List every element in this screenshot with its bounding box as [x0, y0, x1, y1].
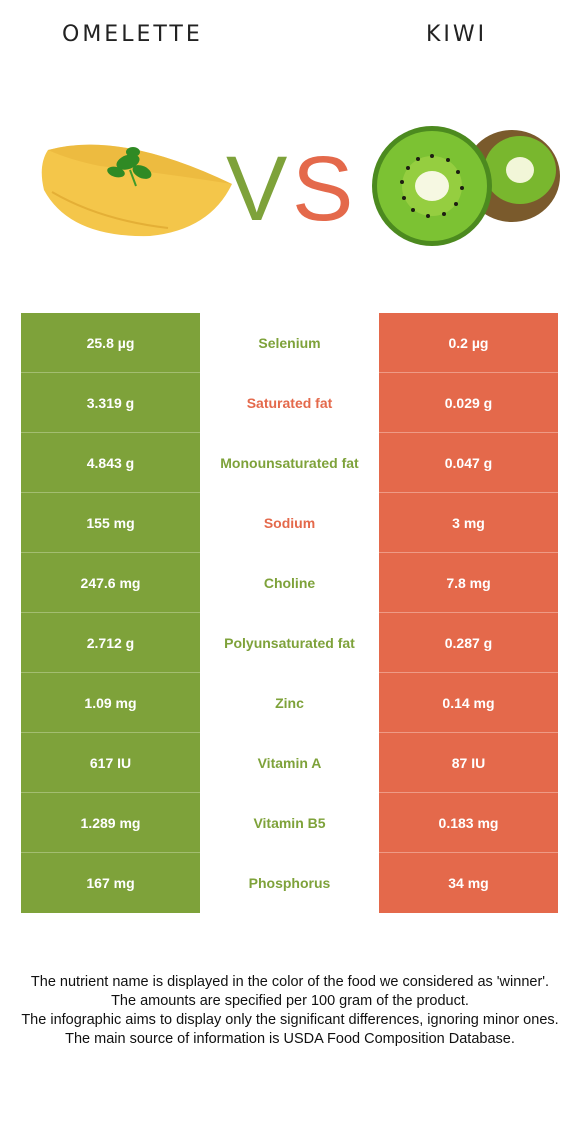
table-row: 4.843 g Monounsaturated fat 0.047 g	[21, 433, 558, 493]
left-value: 3.319 g	[21, 373, 200, 433]
left-value: 1.289 mg	[21, 793, 200, 853]
right-value: 0.14 mg	[379, 673, 558, 733]
left-value: 167 mg	[21, 853, 200, 913]
left-value: 4.843 g	[21, 433, 200, 493]
footnotes: The nutrient name is displayed in the co…	[12, 973, 568, 1049]
nutrient-name: Monounsaturated fat	[200, 433, 379, 493]
left-value: 1.09 mg	[21, 673, 200, 733]
right-value: 87 IU	[379, 733, 558, 793]
comparison-table: 25.8 µg Selenium 0.2 µg 3.319 g Saturated fa…	[21, 313, 558, 913]
table-row: 2.712 g Polyunsaturated fat 0.287 g	[21, 613, 558, 673]
right-value: 0.047 g	[379, 433, 558, 493]
table-row: 1.289 mg Vitamin B5 0.183 mg	[21, 793, 558, 853]
footnote-winner: The nutrient name is displayed in the co…	[30, 974, 550, 990]
table-row: 247.6 mg Choline 7.8 mg	[21, 553, 558, 613]
left-value: 617 IU	[21, 733, 200, 793]
nutrient-name: Zinc	[200, 673, 379, 733]
vs-letter-s: S	[292, 138, 353, 240]
nutrient-name: Phosphorus	[200, 853, 379, 913]
nutrient-name: Sodium	[200, 493, 379, 553]
left-value: 2.712 g	[21, 613, 200, 673]
right-value: 0.2 µg	[379, 313, 558, 373]
vs-letter-v: V	[226, 138, 287, 240]
footnote-amounts: The amounts are specified per 100 gram o…	[111, 993, 469, 1009]
nutrient-name: Choline	[200, 553, 379, 613]
table-row: 25.8 µg Selenium 0.2 µg	[21, 313, 558, 373]
nutrient-name: Saturated fat	[200, 373, 379, 433]
table-row: 167 mg Phosphorus 34 mg	[21, 853, 558, 913]
right-value: 0.287 g	[379, 613, 558, 673]
right-value: 7.8 mg	[379, 553, 558, 613]
footnote-significance: The infographic aims to display only the…	[21, 1012, 559, 1028]
table-row: 1.09 mg Zinc 0.14 mg	[21, 673, 558, 733]
table-row: 617 IU Vitamin A 87 IU	[21, 733, 558, 793]
table-row: 3.319 g Saturated fat 0.029 g	[21, 373, 558, 433]
right-value: 0.183 mg	[379, 793, 558, 853]
table-row: 155 mg Sodium 3 mg	[21, 493, 558, 553]
footnote-source: The main source of information is USDA F…	[65, 1031, 515, 1047]
hero-illustration: V S	[41, 126, 560, 246]
nutrient-name: Selenium	[200, 313, 379, 373]
right-value: 0.029 g	[379, 373, 558, 433]
kiwi-image	[372, 126, 560, 246]
omelette-image	[41, 144, 232, 237]
right-food-title: KIWI	[426, 22, 488, 47]
nutrient-name: Vitamin B5	[200, 793, 379, 853]
nutrient-name: Vitamin A	[200, 733, 379, 793]
left-value: 247.6 mg	[21, 553, 200, 613]
left-value: 155 mg	[21, 493, 200, 553]
nutrient-name: Polyunsaturated fat	[200, 613, 379, 673]
left-food-title: OMELETTE	[62, 22, 203, 47]
left-value: 25.8 µg	[21, 313, 200, 373]
right-value: 34 mg	[379, 853, 558, 913]
right-value: 3 mg	[379, 493, 558, 553]
